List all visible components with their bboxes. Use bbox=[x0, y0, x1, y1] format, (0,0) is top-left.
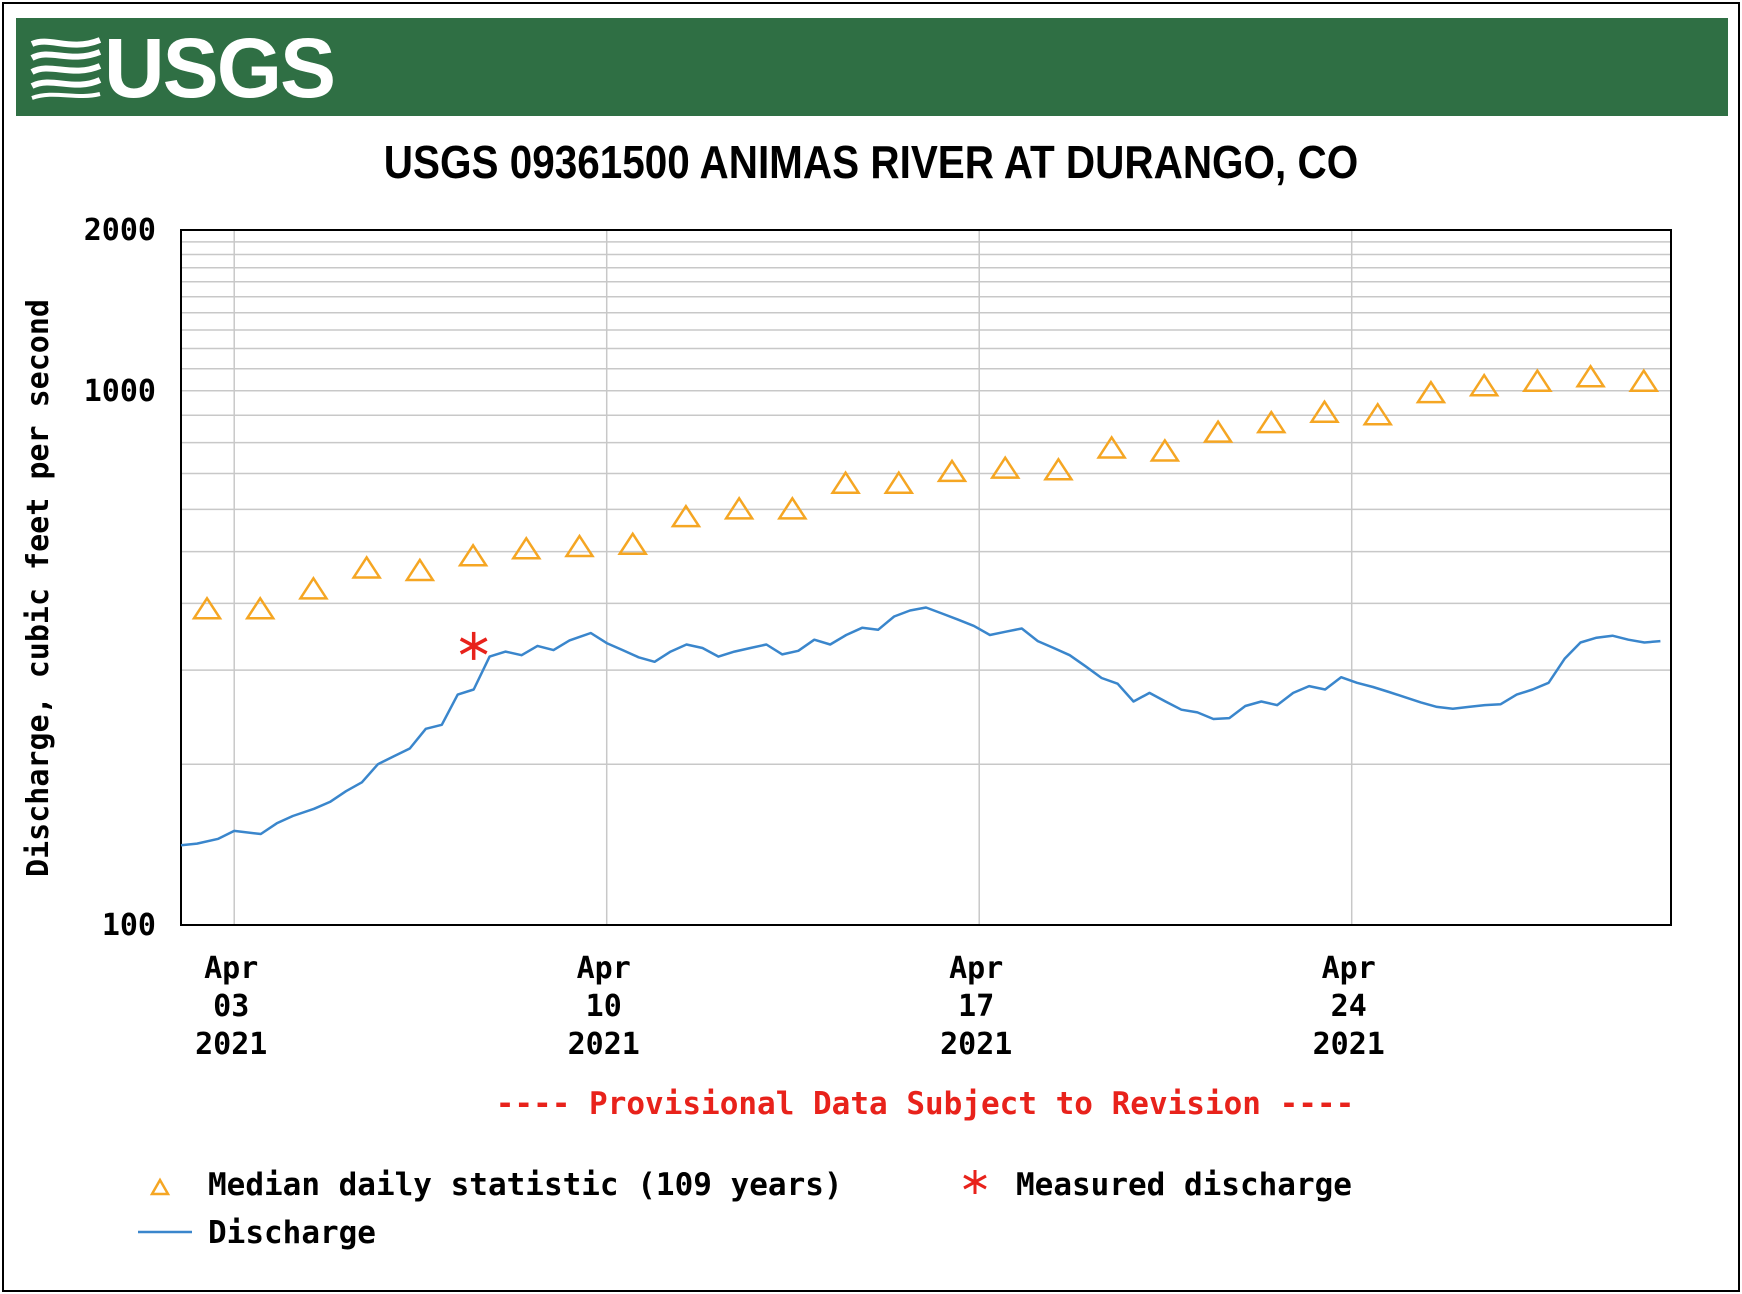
legend-measured-label: Measured discharge bbox=[1016, 1167, 1352, 1203]
median-triangle-point bbox=[1362, 401, 1394, 426]
median-triangle-point bbox=[1202, 419, 1234, 443]
median-triangle-point bbox=[244, 595, 276, 620]
median-triangle-point bbox=[404, 557, 436, 582]
discharge-line bbox=[180, 606, 1661, 847]
usgs-wave-logo-icon bbox=[30, 34, 102, 100]
median-triangle-point bbox=[830, 470, 861, 494]
median-triangle-point bbox=[298, 576, 329, 600]
median-triangle-point bbox=[1255, 409, 1287, 434]
x-tick-label: 24 bbox=[1331, 989, 1367, 1024]
x-tick-label: 2021 bbox=[195, 1027, 267, 1062]
median-triangle-point bbox=[1522, 368, 1553, 392]
y-tick-label: 1000 bbox=[84, 374, 156, 409]
median-triangle-point bbox=[1149, 438, 1181, 462]
legend-median-triangle-icon bbox=[149, 1177, 171, 1196]
median-triangle-point bbox=[777, 496, 808, 520]
plot-grid bbox=[181, 230, 1671, 925]
median-triangle-point bbox=[1575, 363, 1606, 388]
median-triangle-point bbox=[1096, 435, 1127, 459]
usgs-logo-text: USGS bbox=[104, 21, 336, 115]
x-tick-label: Apr bbox=[949, 951, 1003, 986]
median-triangle-point bbox=[670, 503, 702, 528]
x-tick-label: Apr bbox=[1322, 951, 1376, 986]
median-triangle-point bbox=[723, 496, 755, 520]
y-tick-label: 2000 bbox=[84, 213, 156, 248]
x-tick-label: Apr bbox=[204, 951, 258, 986]
provisional-notice: ---- Provisional Data Subject to Revisio… bbox=[496, 1086, 1355, 1122]
median-triangle-point bbox=[1628, 368, 1660, 392]
x-tick-label: Apr bbox=[577, 951, 631, 986]
series-layer bbox=[180, 363, 1661, 847]
x-tick-label: 17 bbox=[958, 989, 994, 1024]
median-triangle-point bbox=[191, 595, 223, 620]
y-axis-ticks: 100 1000 2000 bbox=[84, 213, 156, 943]
legend-measured-asterisk-icon bbox=[963, 1170, 987, 1194]
y-axis-label: Discharge, cubic feet per second bbox=[21, 299, 56, 877]
x-tick-label: 2021 bbox=[568, 1027, 640, 1062]
median-triangle-point bbox=[564, 533, 595, 558]
legend-median-label: Median daily statistic (109 years) bbox=[208, 1167, 843, 1203]
legend-discharge-label: Discharge bbox=[208, 1215, 376, 1251]
median-triangle-point bbox=[989, 455, 1021, 479]
chart-title: USGS 09361500 ANIMAS RIVER AT DURANGO, C… bbox=[384, 138, 1358, 189]
x-tick-label: 2021 bbox=[1313, 1027, 1385, 1062]
usgs-banner: USGS bbox=[16, 18, 1728, 116]
x-tick-label: 10 bbox=[586, 989, 622, 1024]
median-triangle-point bbox=[617, 531, 649, 556]
median-triangle-point bbox=[1415, 379, 1447, 404]
legend: Median daily statistic (109 years) Measu… bbox=[138, 1167, 1352, 1251]
measured-discharge-point bbox=[459, 631, 488, 660]
median-triangle-point bbox=[351, 555, 382, 579]
median-triangle-point bbox=[457, 543, 489, 567]
y-tick-label: 100 bbox=[102, 908, 156, 943]
median-triangle-point bbox=[1468, 372, 1500, 397]
median-triangle-point bbox=[1309, 399, 1340, 423]
plot-area-border bbox=[180, 229, 1672, 926]
median-triangle-point bbox=[510, 536, 542, 560]
median-triangle-point bbox=[883, 470, 915, 494]
x-tick-label: 2021 bbox=[940, 1027, 1012, 1062]
median-triangle-point bbox=[936, 458, 968, 483]
x-tick-label: 03 bbox=[213, 989, 249, 1024]
median-triangle-point bbox=[1043, 456, 1074, 481]
